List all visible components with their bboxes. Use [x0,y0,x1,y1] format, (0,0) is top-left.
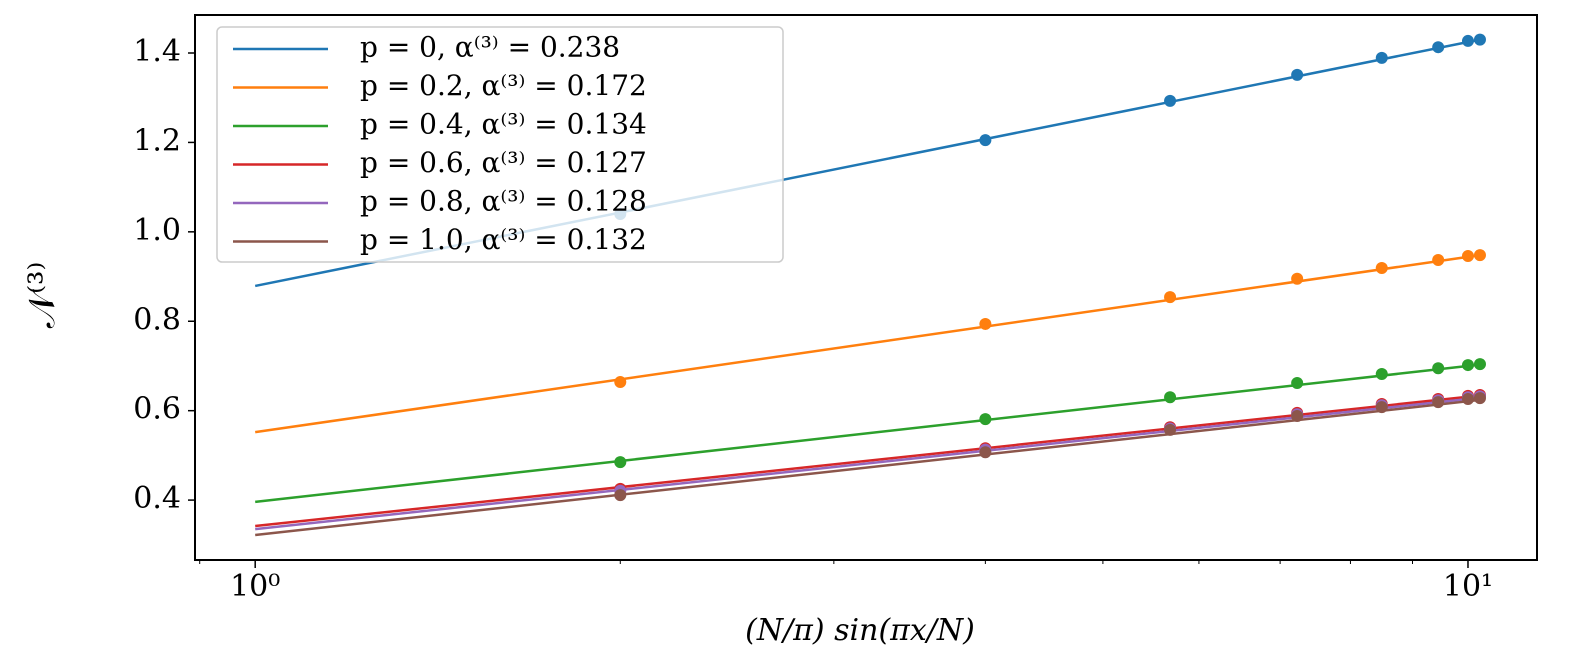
legend-label: p = 1.0, α⁽³⁾ = 0.132 [360,223,647,256]
data-point [1291,376,1304,389]
data-point [1164,423,1177,436]
fit-line [255,253,1481,434]
data-point [614,376,627,389]
data-point [1473,33,1486,46]
data-point [1461,359,1474,372]
data-point [614,456,627,469]
data-point [1473,392,1486,405]
x-axis-label: (N/π) sin(πx/N) [745,613,975,648]
data-point [1375,262,1388,275]
legend-label: p = 0.6, α⁽³⁾ = 0.127 [360,146,647,179]
data-point [1164,291,1177,304]
plot-frame [194,14,1538,561]
legend-box [216,26,784,263]
data-point [1291,272,1304,285]
x-tick-label: 10¹ [1443,569,1493,604]
y-tick-label: 1.0 [133,213,181,248]
fit-line [255,363,1481,504]
fit-line [255,398,1481,537]
data-point [1375,368,1388,381]
data-point [1473,249,1486,262]
y-tick-label: 1.2 [133,123,181,158]
data-point [979,134,992,147]
data-point [1291,68,1304,81]
data-point [1432,254,1445,267]
data-point [1461,393,1474,406]
legend-label: p = 0.4, α⁽³⁾ = 0.134 [360,108,647,141]
legend-label: p = 0.2, α⁽³⁾ = 0.172 [360,69,647,102]
y-tick-label: 0.4 [133,481,181,516]
y-tick-label: 1.4 [133,34,181,69]
data-point [1432,396,1445,409]
legend-label: p = 0.8, α⁽³⁾ = 0.128 [360,185,647,218]
data-point [1461,249,1474,262]
fit-line [255,394,1481,528]
data-point [1164,94,1177,107]
data-point [1473,358,1486,371]
data-point [1375,51,1388,64]
y-tick-label: 0.8 [133,302,181,337]
y-axis-label: 𝒩⁽³⁾ [22,262,63,329]
data-point [979,446,992,459]
data-point [614,489,627,502]
x-tick-label: 10⁰ [230,569,280,604]
data-point [979,317,992,330]
data-point [1461,34,1474,47]
data-point [1375,401,1388,414]
legend-label: p = 0, α⁽³⁾ = 0.238 [360,31,620,64]
data-point [979,413,992,426]
data-point [1432,41,1445,54]
data-point [1291,410,1304,423]
y-tick-label: 0.6 [133,392,181,427]
data-point [1432,362,1445,375]
fit-line [255,396,1481,531]
data-point [1164,391,1177,404]
